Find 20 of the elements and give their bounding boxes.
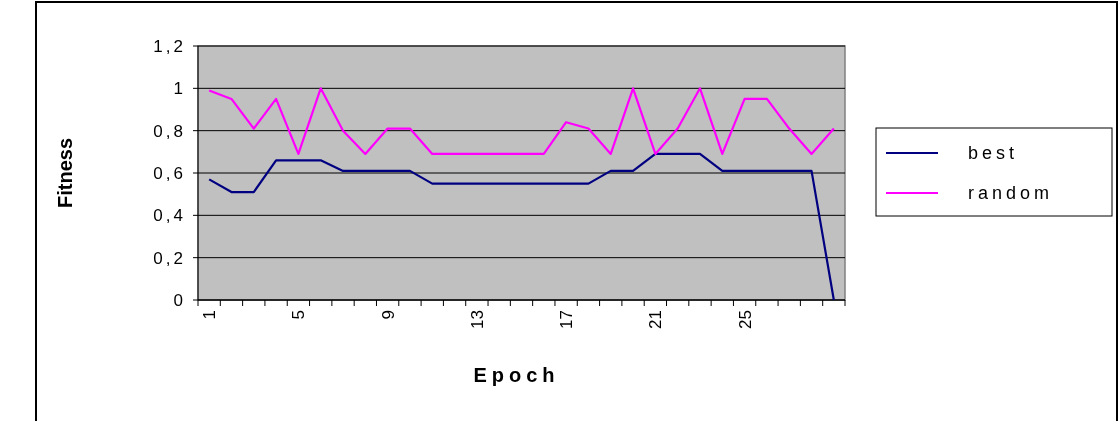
x-tick-label: 17 xyxy=(557,310,577,329)
x-axis-title: Epoch xyxy=(473,364,560,386)
x-tick-label: 21 xyxy=(646,310,666,329)
x-tick-label: 13 xyxy=(467,310,487,329)
y-tick-label: 1,2 xyxy=(153,36,186,56)
y-tick-label: 1 xyxy=(173,79,186,99)
y-tick-label: 0 xyxy=(173,290,186,310)
y-tick-label: 0,8 xyxy=(153,121,186,141)
y-tick-label: 0,6 xyxy=(153,163,186,183)
y-axis-title: Fitness xyxy=(54,137,76,209)
x-tick-label: 25 xyxy=(735,310,755,329)
x-tick-label: 5 xyxy=(289,310,309,320)
x-tick-label: 9 xyxy=(378,310,398,320)
x-tick-label: 1 xyxy=(200,310,220,320)
line-series xyxy=(208,87,835,156)
line-series xyxy=(208,152,835,302)
y-tick-label: 0,2 xyxy=(153,248,186,268)
legend-label: best xyxy=(968,143,1019,164)
legend-label: random xyxy=(968,183,1054,204)
y-tick-label: 0,4 xyxy=(153,206,186,226)
